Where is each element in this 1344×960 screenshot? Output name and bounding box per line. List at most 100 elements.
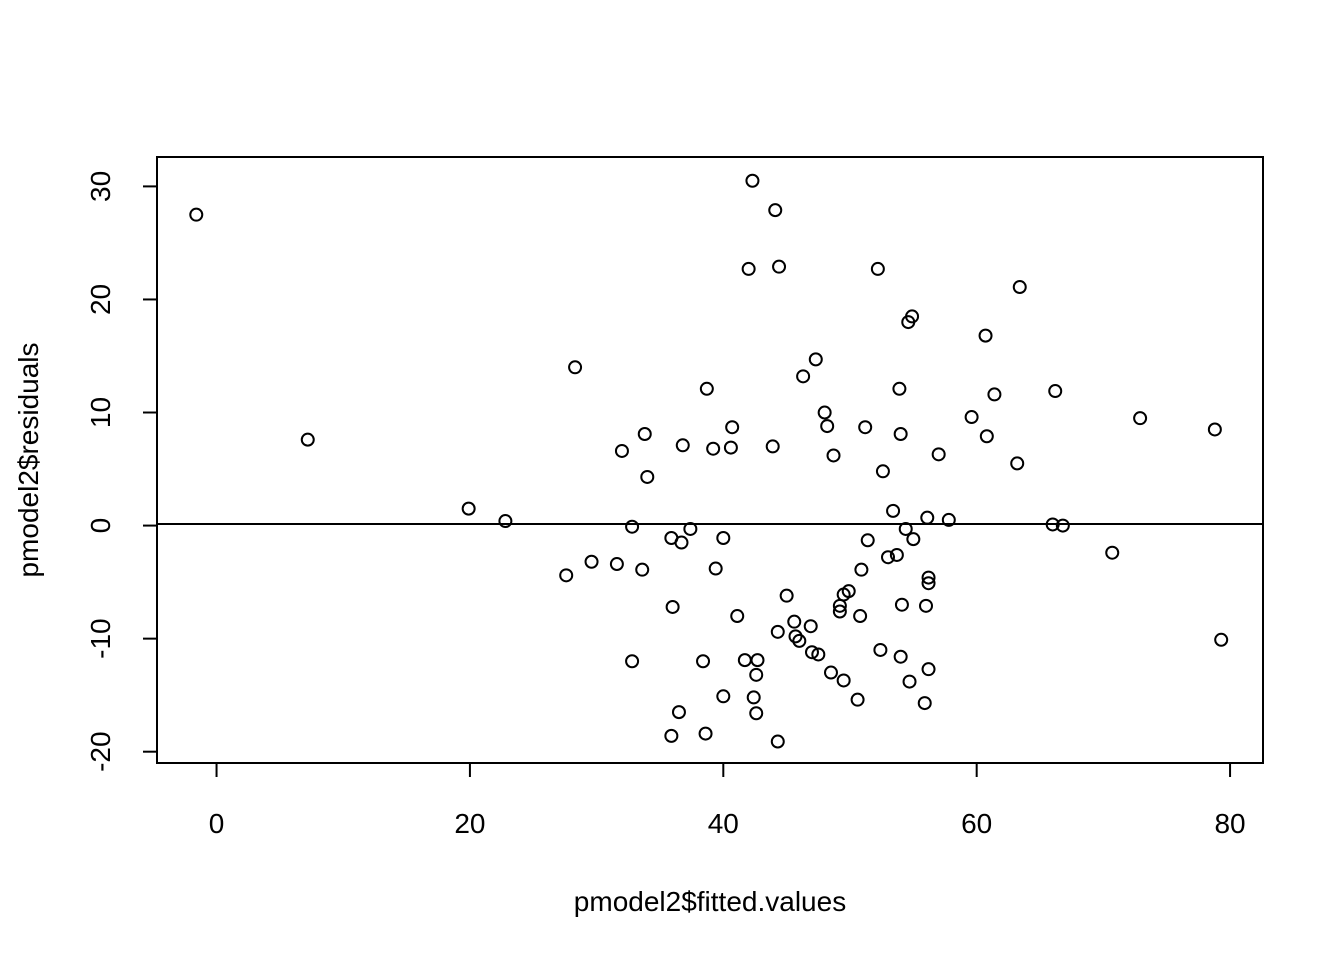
- data-point: [635, 562, 650, 577]
- data-point: [905, 309, 920, 324]
- data-point: [931, 447, 946, 462]
- data-point: [850, 692, 865, 707]
- data-point: [886, 503, 901, 518]
- data-point: [664, 728, 679, 743]
- data-point: [584, 554, 599, 569]
- y-tick-label: 0: [85, 518, 116, 534]
- data-point: [921, 576, 936, 591]
- data-point: [873, 642, 888, 657]
- x-tick-label: 60: [961, 808, 992, 839]
- x-axis-label: pmodel2$fitted.values: [574, 886, 846, 917]
- y-tick-label: -20: [85, 731, 116, 771]
- data-point: [880, 550, 895, 565]
- data-point: [854, 562, 869, 577]
- data-point: [750, 653, 765, 668]
- data-point: [746, 690, 761, 705]
- data-point: [804, 645, 819, 660]
- data-point: [796, 369, 811, 384]
- data-point: [898, 521, 913, 536]
- y-tick-label: 10: [85, 397, 116, 428]
- data-point: [1214, 632, 1229, 647]
- data-point: [920, 510, 935, 525]
- data-point: [770, 624, 785, 639]
- y-tick-label: 20: [85, 284, 116, 315]
- data-point: [921, 570, 936, 585]
- x-tick-label: 80: [1214, 808, 1245, 839]
- data-point: [706, 441, 721, 456]
- data-point: [698, 726, 713, 741]
- data-point: [1045, 517, 1060, 532]
- data-point: [811, 647, 826, 662]
- data-point: [919, 598, 934, 613]
- data-point: [892, 381, 907, 396]
- data-point: [770, 734, 785, 749]
- data-point: [765, 439, 780, 454]
- data-point: [671, 705, 686, 720]
- data-point: [725, 420, 740, 435]
- data-point: [941, 512, 956, 527]
- data-point: [823, 665, 838, 680]
- y-axis-label: pmodel2$residuals: [13, 342, 44, 577]
- data-point: [803, 619, 818, 634]
- data-point: [768, 203, 783, 218]
- data-point: [978, 328, 993, 343]
- data-points: [189, 173, 1229, 749]
- data-point: [902, 674, 917, 689]
- data-point: [723, 440, 738, 455]
- y-tick-label: 30: [85, 171, 116, 202]
- data-point: [979, 429, 994, 444]
- data-point: [625, 519, 640, 534]
- data-point: [637, 426, 652, 441]
- data-point: [640, 469, 655, 484]
- data-point: [568, 360, 583, 375]
- data-point: [498, 514, 513, 529]
- data-point: [1055, 518, 1070, 533]
- data-point: [559, 568, 574, 583]
- data-point: [1012, 280, 1027, 295]
- data-point: [730, 609, 745, 624]
- x-tick-label: 20: [454, 808, 485, 839]
- data-point: [1105, 545, 1120, 560]
- data-point: [749, 706, 764, 721]
- data-point: [817, 405, 832, 420]
- data-point: [860, 533, 875, 548]
- data-point: [675, 438, 690, 453]
- data-point: [820, 419, 835, 434]
- data-point: [893, 426, 908, 441]
- data-point: [858, 420, 873, 435]
- data-point: [787, 614, 802, 629]
- data-point: [964, 410, 979, 425]
- data-point: [889, 547, 904, 562]
- data-point: [917, 696, 932, 711]
- y-tick-label: -10: [85, 618, 116, 658]
- data-point: [836, 673, 851, 688]
- data-point: [1133, 411, 1148, 426]
- data-point: [870, 261, 885, 276]
- x-tick-label: 0: [209, 808, 225, 839]
- data-point: [1048, 384, 1063, 399]
- data-point: [745, 173, 760, 188]
- data-point: [749, 667, 764, 682]
- data-point: [300, 432, 315, 447]
- x-tick-label: 40: [708, 808, 739, 839]
- data-point: [808, 352, 823, 367]
- data-point: [699, 381, 714, 396]
- data-point: [741, 261, 756, 276]
- data-point: [189, 207, 204, 222]
- data-point: [906, 532, 921, 547]
- data-point: [841, 584, 856, 599]
- data-point: [893, 649, 908, 664]
- data-point: [832, 604, 847, 619]
- data-point: [625, 654, 640, 669]
- data-point: [683, 521, 698, 536]
- data-point: [894, 597, 909, 612]
- data-point: [875, 464, 890, 479]
- y-axis: -20 -10 0 10 20 30: [85, 171, 158, 772]
- data-point: [716, 531, 731, 546]
- data-point: [779, 588, 794, 603]
- data-point: [737, 653, 752, 668]
- data-point: [674, 535, 689, 550]
- plot-frame: [156, 156, 1264, 764]
- data-point: [772, 259, 787, 274]
